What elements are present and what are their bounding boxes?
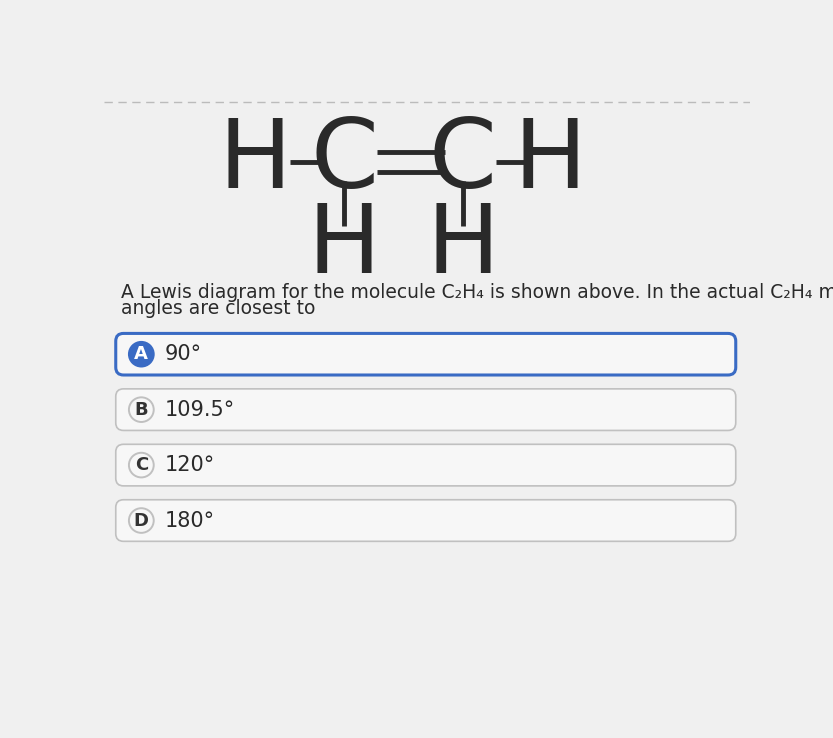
Text: H: H [513,115,586,208]
Text: A: A [134,345,148,363]
Text: 109.5°: 109.5° [165,400,235,420]
Circle shape [129,342,154,367]
FancyBboxPatch shape [116,500,736,541]
Text: 180°: 180° [165,511,215,531]
Text: C: C [311,115,378,208]
Text: A Lewis diagram for the molecule C₂H₄ is shown above. In the actual C₂H₄ molecul: A Lewis diagram for the molecule C₂H₄ is… [121,283,833,302]
Text: C: C [135,456,148,474]
Text: 90°: 90° [165,344,202,365]
FancyBboxPatch shape [116,389,736,430]
Text: C: C [429,115,497,208]
Circle shape [129,453,154,477]
FancyBboxPatch shape [116,444,736,486]
Text: B: B [134,401,148,418]
Text: 120°: 120° [165,455,215,475]
Circle shape [129,397,154,422]
Text: H: H [308,200,381,293]
FancyBboxPatch shape [116,334,736,375]
Text: H: H [219,115,292,208]
Text: D: D [134,511,149,530]
Text: H: H [426,200,500,293]
Text: angles are closest to: angles are closest to [121,298,316,317]
Circle shape [129,508,154,533]
